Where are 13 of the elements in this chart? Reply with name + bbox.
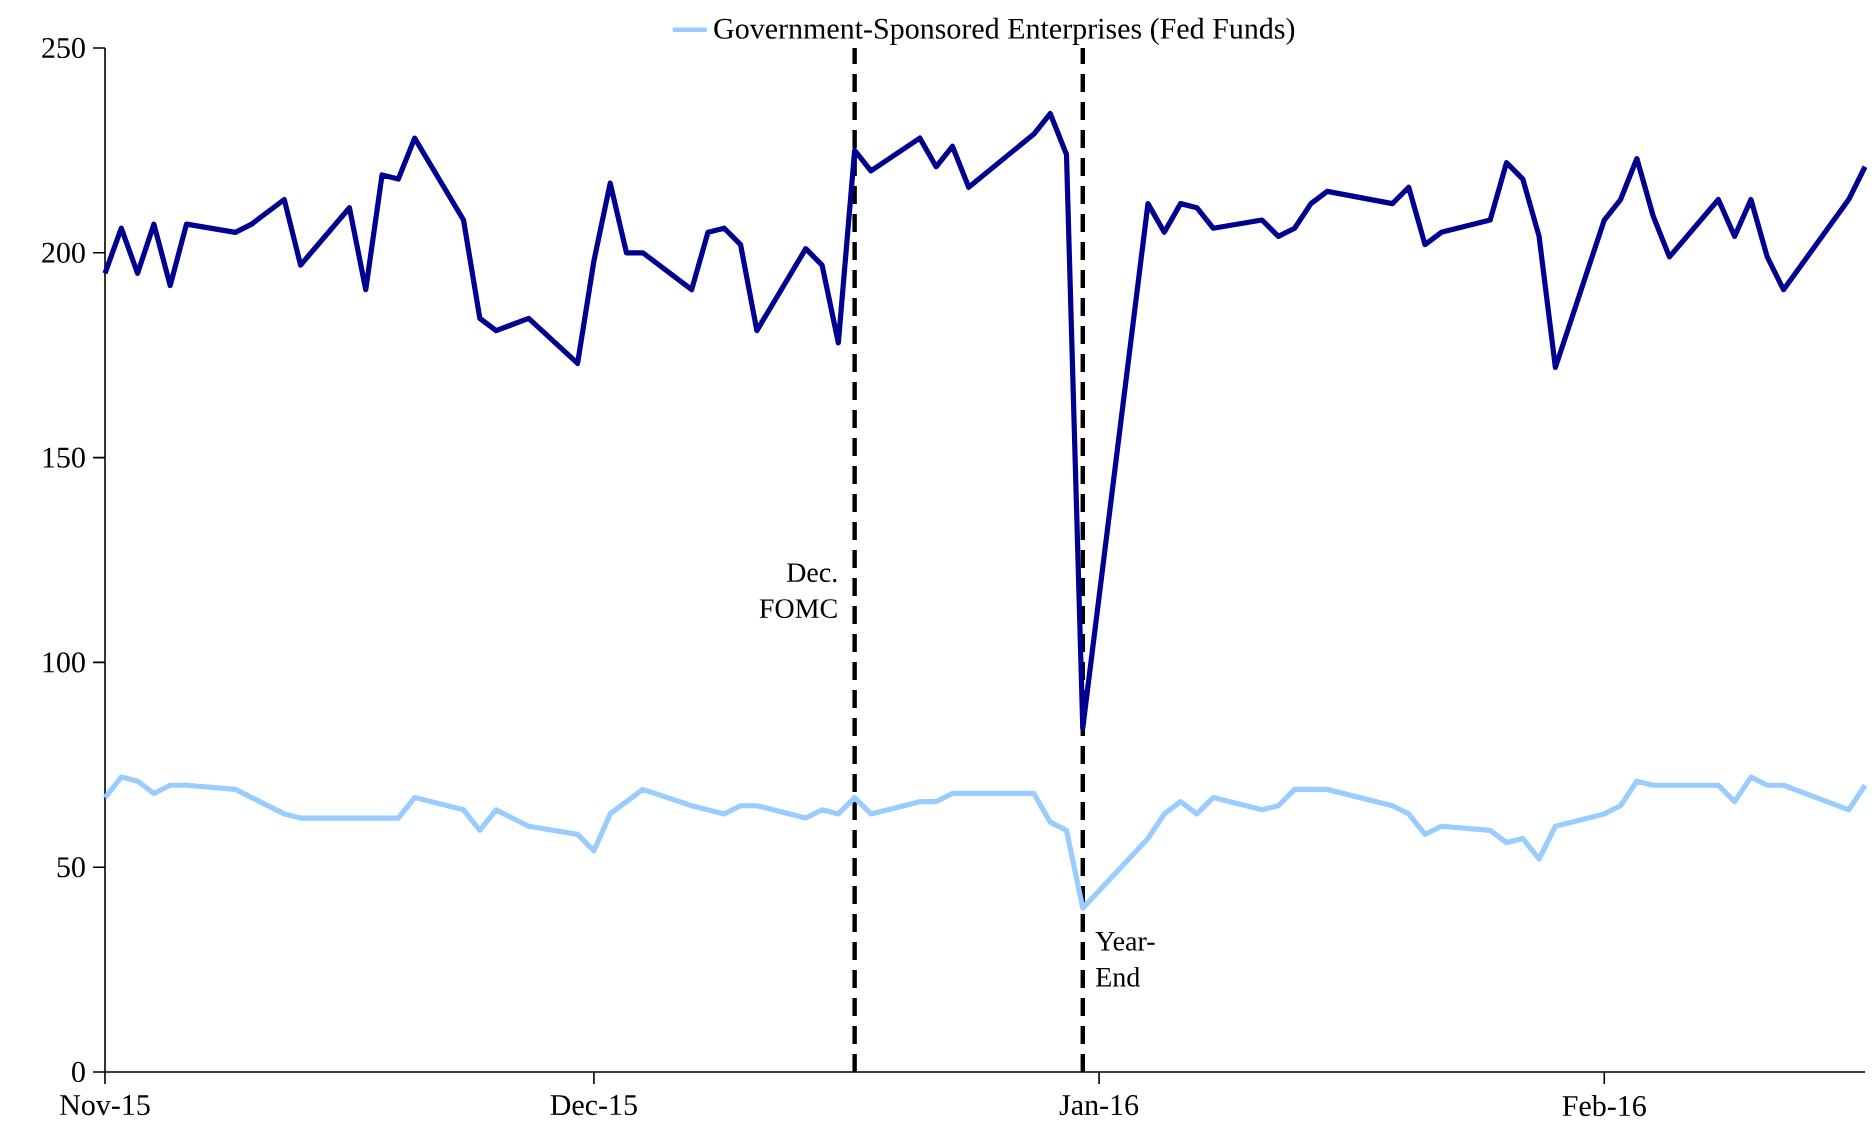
y-tick-label: 50	[57, 857, 85, 878]
ref-line-label: Dec. FOMC	[759, 563, 837, 619]
y-tick-label: 100	[43, 652, 85, 673]
y-tick-label: 200	[42, 242, 85, 263]
ref-line-label: Year-End	[1095, 932, 1155, 987]
x-tick-label: Jan-16	[1059, 1095, 1139, 1116]
legend-label: Government-Sponsored Enterprises (Fed Funds)	[714, 17, 1295, 45]
x-tick-label: Nov-15	[60, 1095, 150, 1116]
x-tick-label: Feb-16	[1562, 1095, 1646, 1117]
y-tick-label: 150	[43, 447, 85, 468]
y-tick-label: 250	[42, 37, 85, 59]
x-tick-label: Dec-15	[550, 1095, 637, 1116]
y-tick-label: 0	[72, 1061, 85, 1083]
